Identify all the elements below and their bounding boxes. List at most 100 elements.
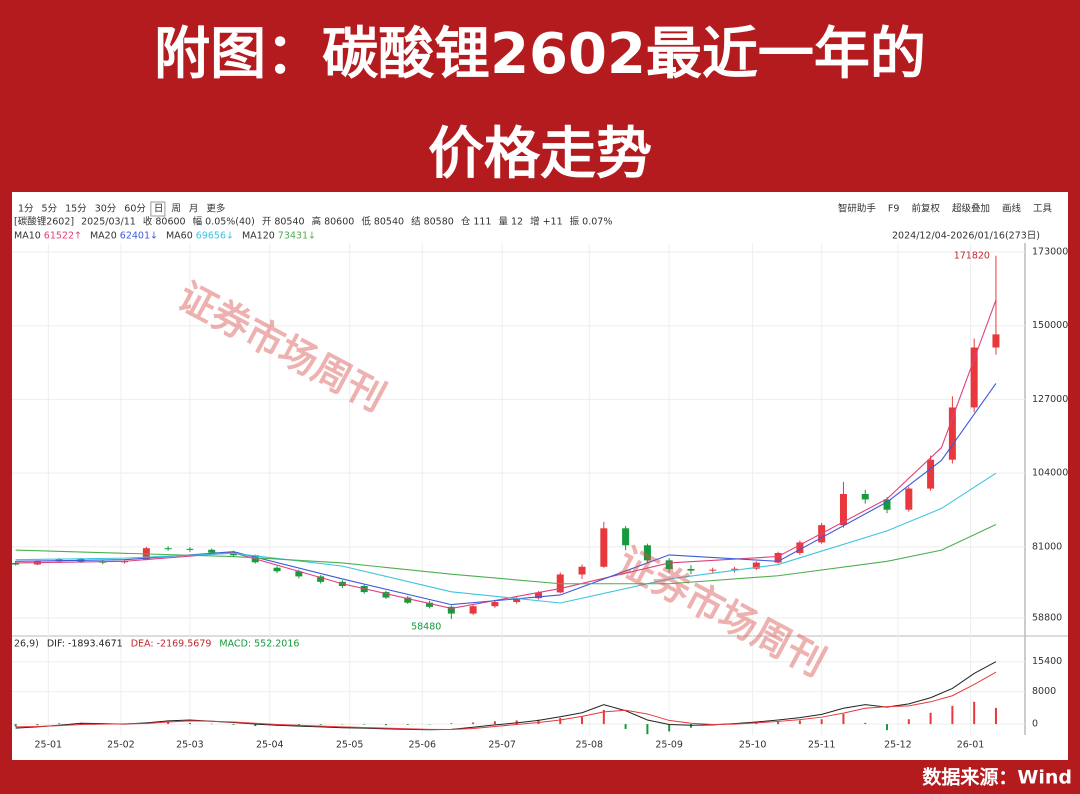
tool-button[interactable]: 画线 xyxy=(1002,203,1022,215)
info-item: 增 +11 xyxy=(530,216,563,228)
macd-bar xyxy=(363,724,366,725)
macd-bar xyxy=(58,723,61,725)
legend-name: MA120 xyxy=(242,231,275,242)
macd-bar xyxy=(820,719,823,725)
y-tick-label: 58800 xyxy=(1032,613,1062,624)
candle-body xyxy=(208,549,216,553)
x-tick-label: 25-11 xyxy=(808,740,836,751)
candle-body xyxy=(774,552,782,563)
tool-button[interactable]: 智研助手 xyxy=(838,203,877,215)
x-tick-label: 25-12 xyxy=(884,740,912,751)
candle-body xyxy=(513,598,521,603)
candle-body xyxy=(578,566,586,575)
y-tick-label: 15400 xyxy=(1032,656,1062,667)
info-item: 量 12 xyxy=(498,217,523,228)
x-tick-label: 26-01 xyxy=(957,740,985,751)
macd-bar xyxy=(559,717,562,725)
period-tab[interactable]: 周 xyxy=(171,204,181,215)
legend-name: MA10 xyxy=(14,231,41,242)
macd-bar xyxy=(907,719,910,725)
candle-body xyxy=(970,347,978,408)
macd-bar xyxy=(515,720,518,725)
macd-bar xyxy=(188,722,191,725)
period-tab[interactable]: 月 xyxy=(189,204,199,215)
macd-bar xyxy=(254,724,257,727)
x-tick-label: 25-01 xyxy=(35,740,63,751)
legend-name: MA60 xyxy=(166,231,193,242)
tool-button[interactable]: 超级叠加 xyxy=(952,203,990,215)
candle-body xyxy=(861,494,869,500)
macd-legend: DIF: -1893.4671 xyxy=(47,639,123,650)
y-tick-label: 150000 xyxy=(1032,320,1068,331)
macd-bar xyxy=(581,716,584,725)
ma-line xyxy=(15,523,997,585)
info-item: [碳酸锂2602] xyxy=(14,216,74,228)
legend-value: 62401↓ xyxy=(120,231,158,242)
period-tab[interactable]: 30分 xyxy=(95,204,117,215)
period-tab[interactable]: 15分 xyxy=(65,204,87,215)
x-tick-label: 25-04 xyxy=(256,740,284,751)
info-item: 高 80600 xyxy=(312,216,355,228)
period-tab[interactable]: 1分 xyxy=(18,204,34,215)
info-item: 收 80600 xyxy=(143,216,186,228)
y-tick-label: 104000 xyxy=(1032,468,1068,479)
price-annotation: 58480 xyxy=(411,622,441,633)
candle-body xyxy=(164,548,172,550)
info-item: 2025/03/11 xyxy=(81,217,136,228)
info-item: 结 80580 xyxy=(411,216,454,228)
macd-bar xyxy=(929,712,932,725)
macd-bar xyxy=(951,705,954,725)
macd-bar xyxy=(668,724,671,732)
tool-button[interactable]: 工具 xyxy=(1033,204,1053,215)
source: 数据来源：Wind xyxy=(922,766,1072,789)
y-tick-label: 0 xyxy=(1032,719,1038,730)
y-tick-label: 8000 xyxy=(1032,686,1056,697)
candle-body xyxy=(927,459,935,489)
candle-body xyxy=(273,567,281,572)
legend-value: 61522↑ xyxy=(44,231,82,242)
period-tab[interactable]: 更多 xyxy=(206,203,225,215)
macd-line xyxy=(15,661,997,731)
legend-value: 69656↓ xyxy=(196,231,234,242)
macd-legend: 26,9) xyxy=(14,639,39,650)
macd-bar xyxy=(798,720,801,725)
candle-body xyxy=(948,407,956,460)
macd-bar xyxy=(994,707,997,725)
macd-bar xyxy=(450,723,453,725)
legend-name: MA20 xyxy=(90,231,117,242)
candle-body xyxy=(687,569,695,571)
tool-button[interactable]: F9 xyxy=(888,204,900,215)
x-tick-label: 25-10 xyxy=(739,740,767,751)
info-item: 开 80540 xyxy=(262,217,305,228)
x-tick-label: 25-03 xyxy=(176,740,204,751)
macd-bar xyxy=(297,724,300,726)
y-tick-label: 81000 xyxy=(1032,541,1062,552)
title: 附图：碳酸锂2602最近一年的 xyxy=(154,22,926,87)
candle-body xyxy=(186,548,194,550)
period-tab[interactable]: 5分 xyxy=(42,204,58,215)
info-item: 幅 0.05%(40) xyxy=(193,216,255,228)
info-item: 仓 111 xyxy=(461,216,492,228)
tool-button[interactable]: 前复权 xyxy=(911,203,940,215)
candle-body xyxy=(731,568,739,570)
macd-bar xyxy=(406,724,409,725)
period-tab[interactable]: 60分 xyxy=(124,204,146,215)
candle-body xyxy=(426,602,434,607)
candle-body xyxy=(600,528,608,567)
range-label: 2024/12/04-2026/01/16(273日) xyxy=(892,231,1040,242)
candle-body xyxy=(229,552,237,556)
chart-panel xyxy=(12,192,1068,760)
info-item: 振 0.07% xyxy=(570,216,613,228)
candle-body xyxy=(491,602,499,607)
macd-bar xyxy=(384,724,387,726)
candle-body xyxy=(992,334,1000,348)
y-tick-label: 173000 xyxy=(1032,246,1068,257)
candle-body xyxy=(382,592,390,598)
period-tab[interactable]: 日 xyxy=(154,204,164,215)
macd-bar xyxy=(646,724,649,735)
title: 价格走势 xyxy=(428,122,652,187)
macd-bar xyxy=(689,724,692,728)
macd-bar xyxy=(777,721,780,725)
macd-bar xyxy=(319,724,322,725)
candle-body xyxy=(534,592,542,599)
